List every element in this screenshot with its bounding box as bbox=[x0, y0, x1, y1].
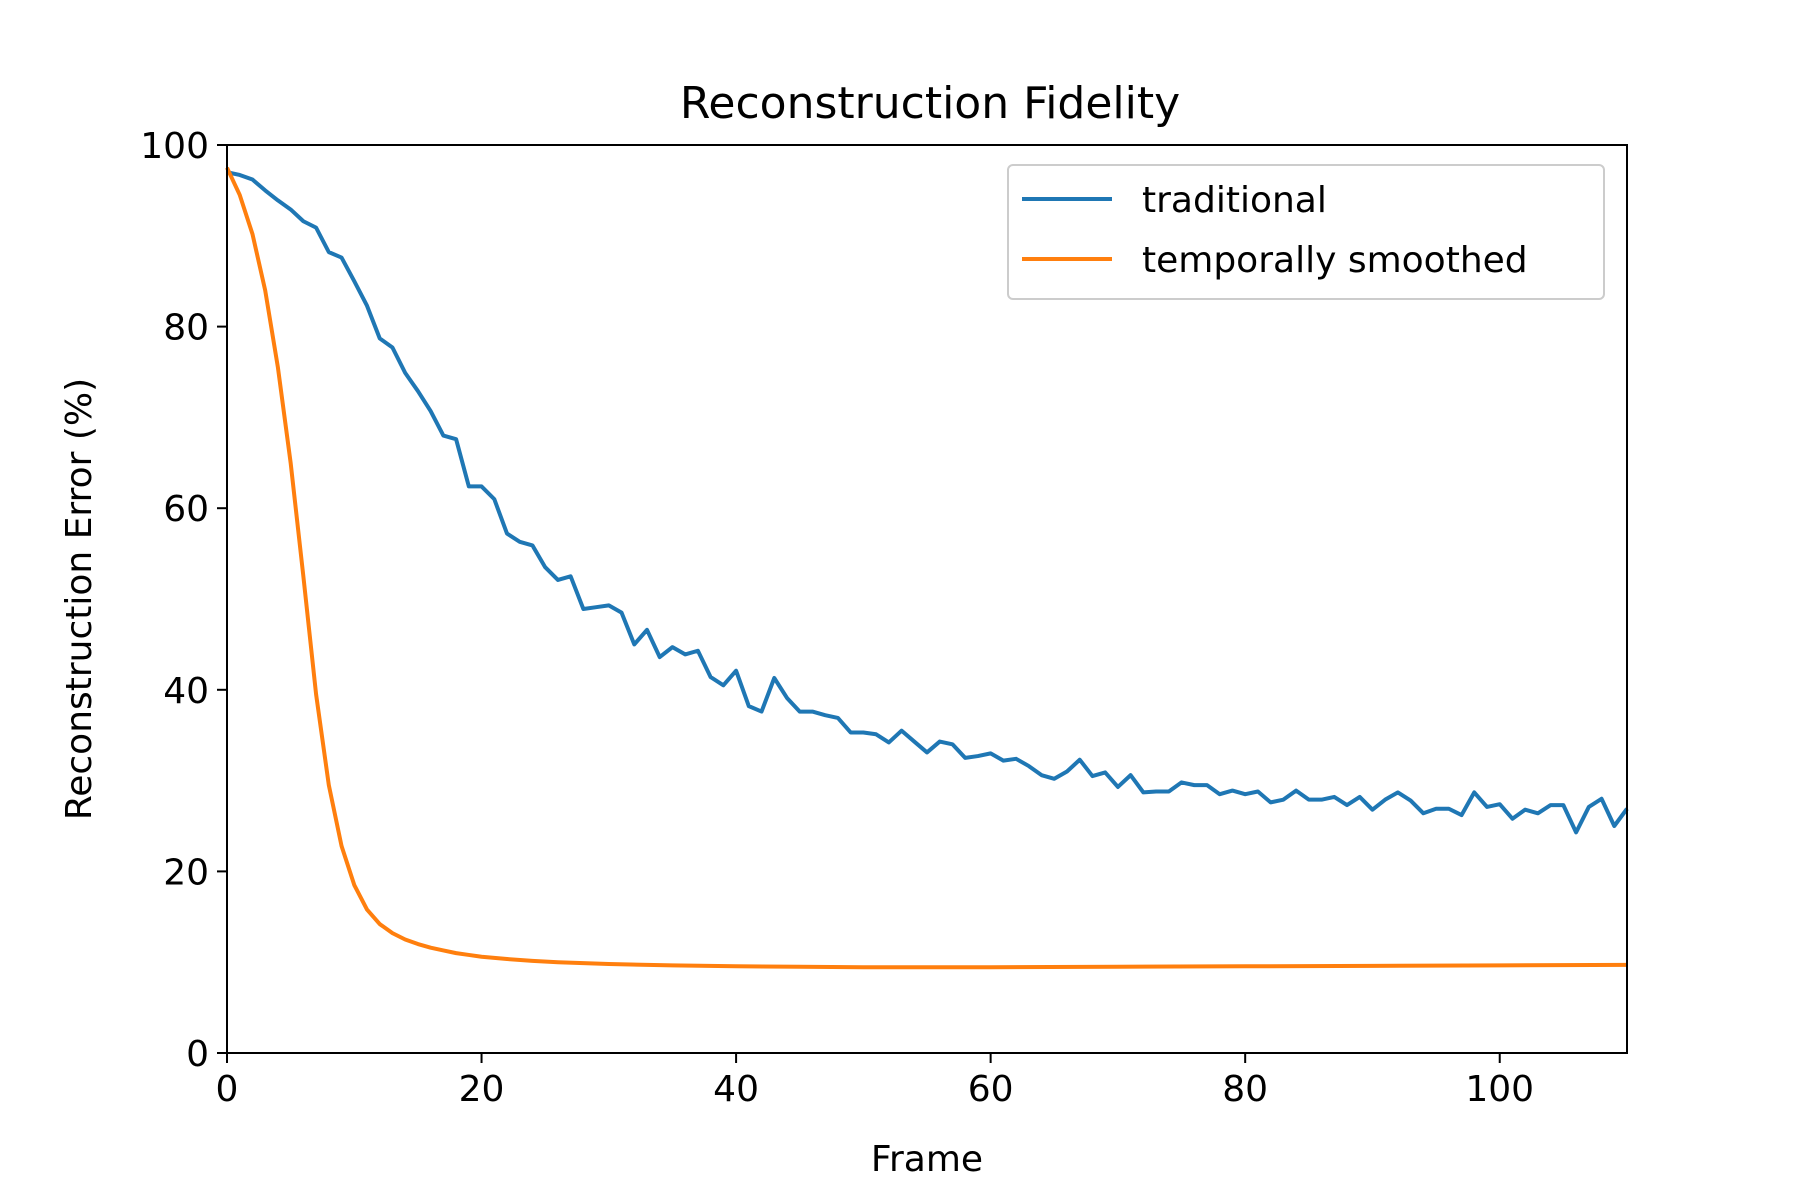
x-tick-label: 60 bbox=[968, 1069, 1014, 1110]
x-tick-label: 0 bbox=[216, 1069, 239, 1110]
plot-frame bbox=[226, 144, 1628, 1054]
plot-area bbox=[225, 166, 1629, 970]
series-line-traditional bbox=[226, 170, 1629, 835]
legend-label-temporally-smoothed: temporally smoothed bbox=[1142, 240, 1528, 281]
y-axis-label: Reconstruction Error (%) bbox=[59, 378, 100, 820]
y-tick-label: 80 bbox=[163, 308, 209, 349]
x-tick-label: 20 bbox=[459, 1069, 505, 1110]
legend: traditional temporally smoothed bbox=[1007, 164, 1605, 300]
y-axis: 0 20 40 60 80 100 bbox=[140, 126, 227, 1075]
x-tick-label: 40 bbox=[713, 1069, 759, 1110]
y-tick-label: 100 bbox=[140, 126, 209, 167]
y-tick-label: 40 bbox=[163, 671, 209, 712]
x-axis-label: Frame bbox=[871, 1139, 983, 1180]
legend-label-traditional: traditional bbox=[1142, 180, 1327, 221]
x-axis: 0 20 40 60 80 100 bbox=[216, 1053, 1534, 1110]
x-tick-label: 80 bbox=[1222, 1069, 1268, 1110]
legend-box bbox=[1007, 164, 1605, 300]
y-tick-label: 20 bbox=[163, 852, 209, 893]
y-tick-label: 60 bbox=[163, 489, 209, 530]
y-tick-label: 0 bbox=[186, 1034, 209, 1075]
chart-title: Reconstruction Fidelity bbox=[680, 78, 1180, 129]
series-line-temporally-smoothed bbox=[225, 166, 1628, 970]
x-tick-label: 100 bbox=[1465, 1069, 1534, 1110]
